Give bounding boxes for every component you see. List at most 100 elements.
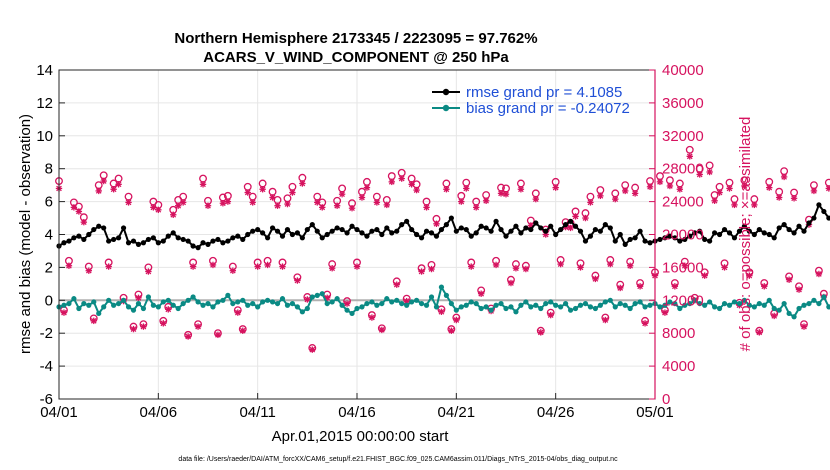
rmse-point xyxy=(185,238,191,244)
bias-point xyxy=(533,302,539,308)
bias-point xyxy=(71,296,77,302)
y2-tick-label: 40000 xyxy=(662,62,704,79)
assimilated-obs-point xyxy=(517,186,525,193)
assimilated-obs-point xyxy=(140,323,147,330)
rmse-point xyxy=(269,225,276,231)
bias-point xyxy=(702,302,708,308)
rmse-point xyxy=(577,228,584,234)
rmse-point xyxy=(339,226,345,233)
bias-point xyxy=(771,305,777,312)
rmse-point xyxy=(106,238,112,244)
rmse-point xyxy=(289,231,296,238)
x-tick-label: 04/11 xyxy=(239,404,275,421)
rmse-point xyxy=(697,228,703,234)
assimilated-obs-point xyxy=(224,198,232,205)
x-tick-label: 04/16 xyxy=(338,404,376,421)
assimilated-obs-point xyxy=(612,195,619,203)
rmse-point xyxy=(359,230,365,236)
rmse-point xyxy=(165,233,171,239)
rmse-point xyxy=(667,233,673,239)
rmse-point xyxy=(309,222,315,228)
assimilated-obs-point xyxy=(656,178,664,186)
bias-point xyxy=(289,300,296,307)
rmse-point xyxy=(657,236,663,243)
assimilated-obs-point xyxy=(155,206,162,214)
bias-point xyxy=(528,304,534,310)
assimilated-obs-point xyxy=(602,316,609,324)
assimilated-obs-point xyxy=(681,262,688,269)
rmse-point xyxy=(215,236,221,243)
bias-point xyxy=(448,300,454,307)
rmse-point xyxy=(116,235,122,241)
bias-point xyxy=(180,300,186,307)
assimilated-obs-point xyxy=(512,265,520,272)
rmse-point xyxy=(180,236,186,243)
y-tick-label: -4 xyxy=(40,358,53,375)
assimilated-obs-point xyxy=(304,296,311,303)
bias-point xyxy=(682,302,688,308)
possible-obs-point xyxy=(705,161,714,170)
bias-point xyxy=(364,300,370,307)
assimilated-obs-point xyxy=(259,186,266,193)
rmse-point xyxy=(821,208,827,215)
rmse-point xyxy=(423,228,430,234)
bias-point xyxy=(438,284,445,290)
footnote: data file: /Users/raeder/DAI/ATM_forcXX/… xyxy=(178,456,618,463)
y-tick-label: 4 xyxy=(45,227,53,244)
rmse-point xyxy=(493,218,499,224)
rmse-point xyxy=(741,223,748,229)
rmse-point xyxy=(716,231,723,238)
bias-point xyxy=(394,297,400,303)
assimilated-obs-point xyxy=(239,327,246,334)
bias-point xyxy=(200,302,206,308)
rmse-point xyxy=(647,240,653,246)
assimilated-obs-point xyxy=(810,187,818,195)
bias-point xyxy=(726,302,733,308)
bias-point xyxy=(612,304,618,310)
bias-point xyxy=(399,300,405,307)
bias-point xyxy=(384,296,390,302)
bias-point xyxy=(632,300,638,307)
assimilated-obs-point xyxy=(428,265,435,273)
bias-point xyxy=(91,299,97,305)
bias-point xyxy=(503,305,509,312)
assimilated-obs-point xyxy=(482,197,490,204)
rmse-point xyxy=(746,228,752,234)
assimilated-obs-point xyxy=(607,260,614,268)
bias-point xyxy=(379,300,385,307)
rmse-point xyxy=(677,238,683,244)
assimilated-obs-point xyxy=(696,171,703,178)
bias-point xyxy=(205,300,211,307)
rmse-point xyxy=(96,223,102,229)
rmse-point xyxy=(687,233,693,239)
rmse-point xyxy=(826,215,830,221)
assimilated-obs-point xyxy=(80,218,88,226)
assimilated-obs-point xyxy=(473,204,480,211)
legend-rmse-marker xyxy=(442,88,450,96)
assimilated-obs-point xyxy=(413,186,420,194)
assimilated-obs-point xyxy=(189,263,197,270)
bias-point xyxy=(488,307,494,313)
chart-subtitle: ACARS_V_WIND_COMPONENT @ 250 hPa xyxy=(203,49,509,66)
rmse-point xyxy=(284,226,291,233)
rmse-point xyxy=(433,233,440,239)
rmse-point xyxy=(260,230,266,236)
rmse-point xyxy=(130,238,137,244)
assimilated-obs-point xyxy=(661,309,669,316)
rmse-point xyxy=(334,225,340,231)
assimilated-obs-point xyxy=(130,325,137,333)
assimilated-obs-point xyxy=(343,300,351,307)
rmse-point xyxy=(458,225,464,231)
rmse-point xyxy=(120,225,127,231)
rmse-point xyxy=(637,228,643,234)
rmse-point xyxy=(592,226,599,233)
bias-point xyxy=(433,304,440,310)
bias-point xyxy=(76,305,82,312)
assimilated-obs-point xyxy=(353,263,361,270)
bias-point xyxy=(66,300,72,307)
rmse-point xyxy=(175,235,181,241)
bias-point xyxy=(622,302,628,308)
x-tick-label: 04/01 xyxy=(40,404,78,421)
bias-point xyxy=(548,299,554,305)
bias-point xyxy=(508,304,514,310)
